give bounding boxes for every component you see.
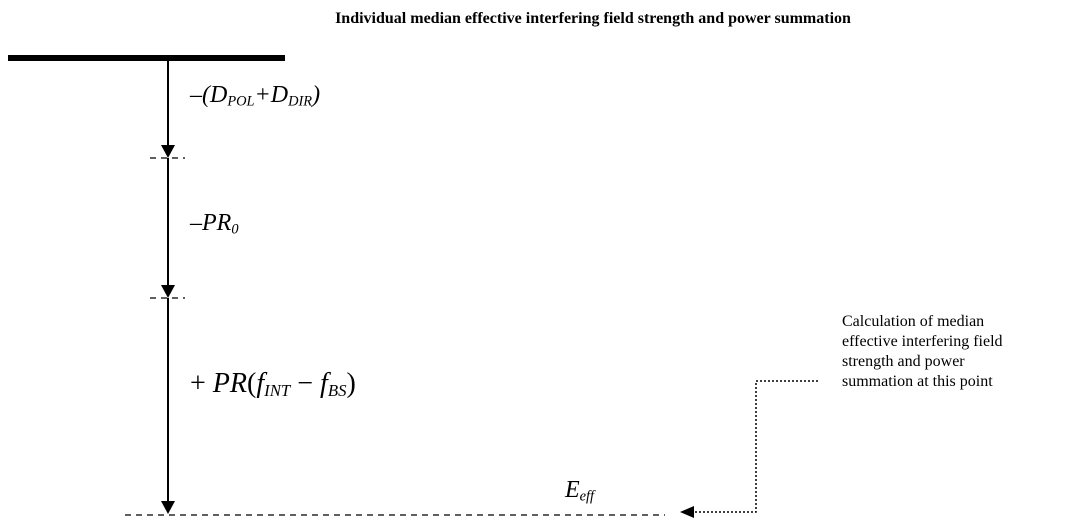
arrow-3-head [161, 501, 175, 514]
note-line: Calculation of median [842, 313, 985, 330]
arrow-1-head [161, 145, 175, 158]
note-line: effective interfering field [842, 333, 1003, 350]
label-frequency-offset-protection-ratio: + PR(fINT − fBS) [190, 368, 356, 401]
label-base-protection-ratio: –PR0 [190, 210, 239, 238]
arrow-2-head [161, 285, 175, 298]
diagram-title: Individual median effective interfering … [335, 10, 851, 27]
label-polarization-directivity-discrimination: –(DPOL+DDIR) [190, 82, 321, 110]
note-line: strength and power [842, 353, 965, 370]
dotted-connector-arrowhead [680, 506, 694, 518]
dotted-connector-line [692, 380, 818, 513]
note-line: summation at this point [842, 373, 993, 390]
calculation-point-note: Calculation of median effective interfer… [842, 312, 1086, 392]
label-effective-field-strength: Eeff [565, 477, 595, 505]
